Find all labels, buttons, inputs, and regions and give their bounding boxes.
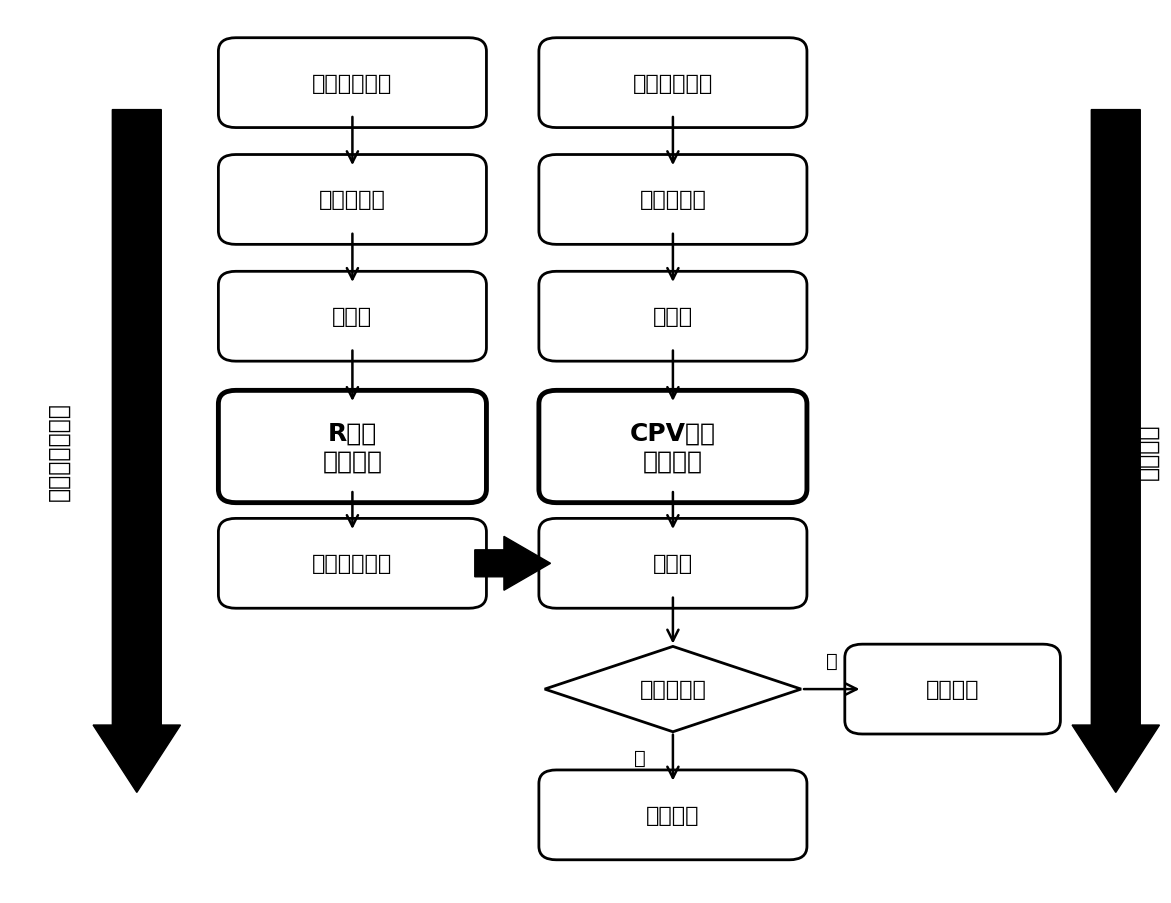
Text: 否: 否 — [826, 651, 837, 670]
Polygon shape — [1073, 110, 1159, 793]
Text: 数据预处理: 数据预处理 — [319, 191, 386, 210]
Polygon shape — [94, 110, 180, 793]
Text: 统计量: 统计量 — [653, 554, 693, 573]
Text: 实时运行数据: 实时运行数据 — [632, 73, 713, 94]
FancyBboxPatch shape — [539, 272, 807, 362]
FancyBboxPatch shape — [539, 391, 807, 503]
Polygon shape — [545, 647, 801, 732]
Text: 故障检测: 故障检测 — [1135, 424, 1159, 479]
Text: 故障报警: 故障报警 — [646, 805, 699, 825]
FancyBboxPatch shape — [218, 391, 486, 503]
Text: R主元
模型训练: R主元 模型训练 — [322, 421, 383, 473]
Polygon shape — [474, 536, 550, 591]
Text: 运行正常: 运行正常 — [926, 679, 979, 699]
FancyBboxPatch shape — [218, 272, 486, 362]
Text: 核映射: 核映射 — [653, 307, 693, 327]
Text: 正常运行数据: 正常运行数据 — [313, 73, 392, 94]
FancyBboxPatch shape — [539, 155, 807, 245]
FancyBboxPatch shape — [218, 519, 486, 609]
FancyBboxPatch shape — [218, 155, 486, 245]
Text: 是: 是 — [635, 749, 646, 768]
Text: 统计量控制限: 统计量控制限 — [313, 554, 392, 573]
Text: 数据预处理: 数据预处理 — [639, 191, 706, 210]
Text: 建立核主元模型: 建立核主元模型 — [47, 402, 70, 501]
FancyBboxPatch shape — [539, 519, 807, 609]
FancyBboxPatch shape — [539, 770, 807, 860]
FancyBboxPatch shape — [844, 645, 1061, 734]
Text: CPV主元
在线测试: CPV主元 在线测试 — [630, 421, 715, 473]
Text: 核映射: 核映射 — [333, 307, 372, 327]
Text: 超出控制限: 超出控制限 — [639, 679, 706, 699]
FancyBboxPatch shape — [539, 39, 807, 128]
FancyBboxPatch shape — [218, 39, 486, 128]
